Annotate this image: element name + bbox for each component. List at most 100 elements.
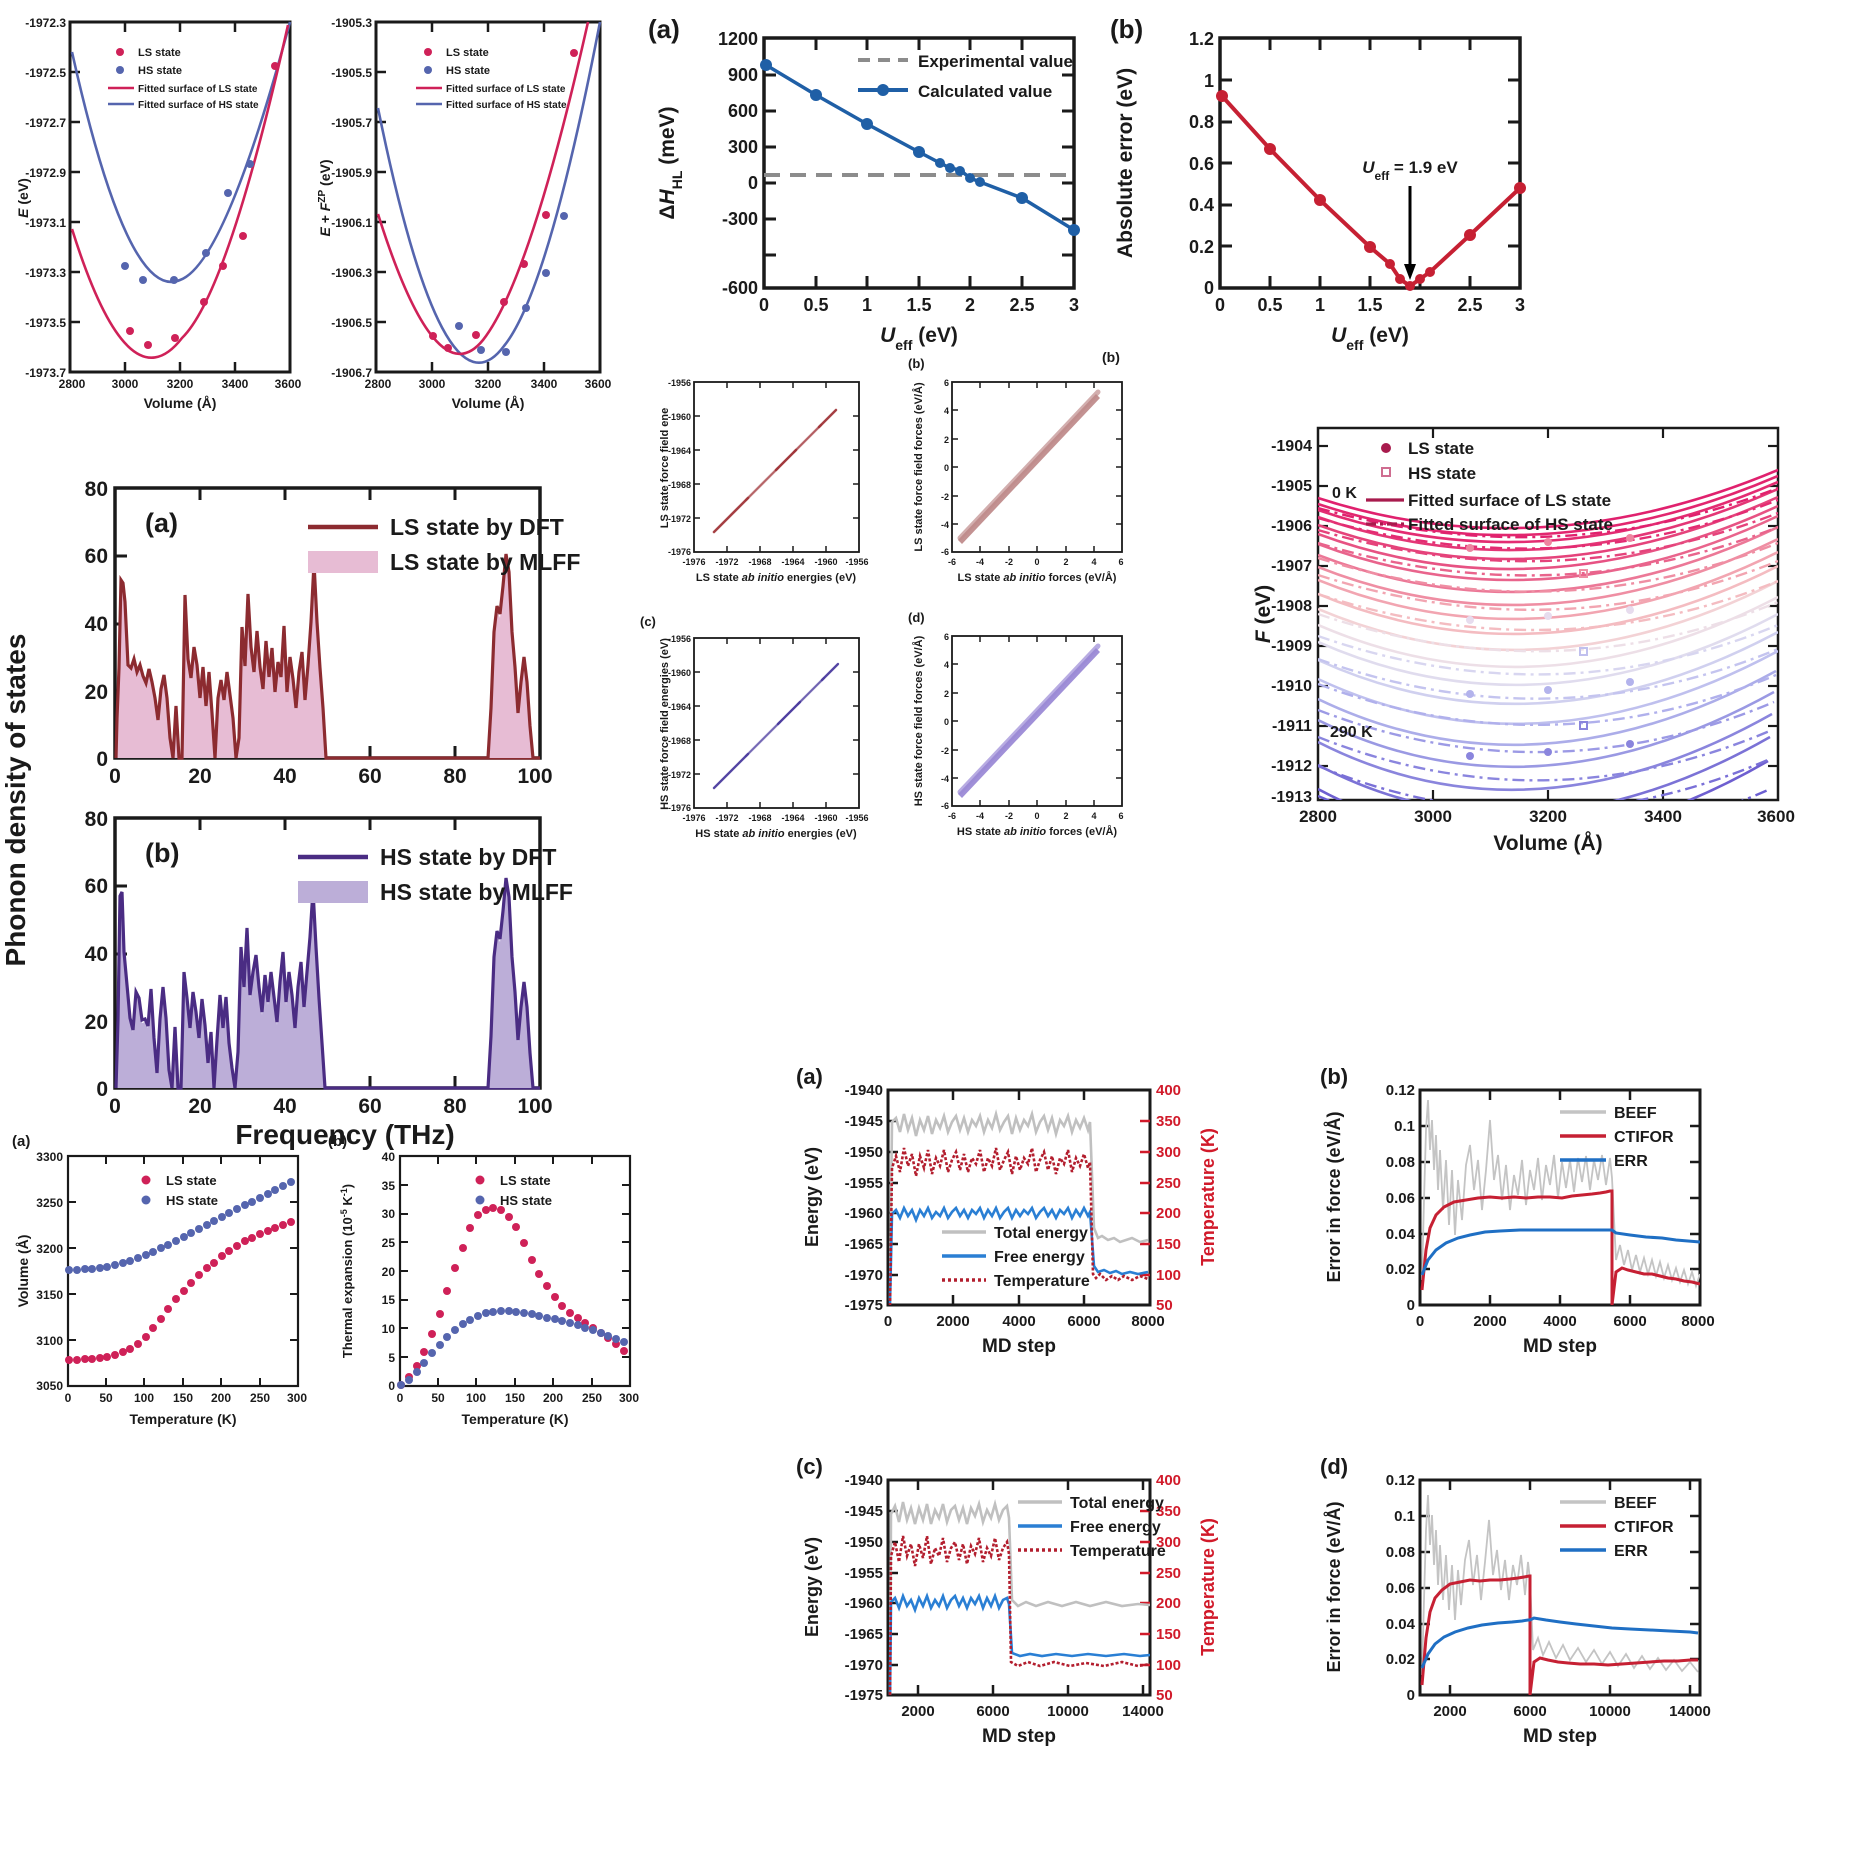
y-tick-labels: 80 60 40 20 0 <box>85 478 108 771</box>
svg-text:-1912: -1912 <box>1271 758 1312 775</box>
svg-text:Experimental value: Experimental value <box>918 52 1073 71</box>
svg-text:8000: 8000 <box>1681 1313 1714 1330</box>
panel-free-energy-surfaces: -1904 -1905 -1906 -1907 -1908 -1909 -191… <box>1160 400 1874 880</box>
panel-label-b: (b) <box>1320 1064 1348 1089</box>
y-axis-label-left: Energy (eV) <box>802 1537 822 1637</box>
svg-text:3150: 3150 <box>36 1288 63 1302</box>
svg-text:HS state: HS state <box>446 65 490 77</box>
svg-text:0: 0 <box>1034 557 1039 567</box>
panel-eos-energy: -1972.3 -1972.5 -1972.7 -1972.9 -1973.1 … <box>10 8 302 428</box>
dos-ls-dft-line <box>114 562 540 760</box>
svg-text:HS state: HS state <box>1408 464 1476 483</box>
svg-text:3300: 3300 <box>36 1150 63 1164</box>
legend: LS state by DFT LS state by MLFF <box>308 514 580 575</box>
legend-marker-ls <box>116 48 124 56</box>
x-axis-label: MD step <box>1523 1336 1597 1357</box>
svg-text:1200: 1200 <box>718 29 758 49</box>
curve-hs-fit <box>376 21 602 365</box>
svg-text:80: 80 <box>85 478 108 501</box>
x-tick-labels: 0 50 100 150 200 250 300 <box>65 1391 308 1405</box>
svg-text:6: 6 <box>944 378 949 388</box>
legend-marker-hs <box>141 1195 151 1205</box>
svg-text:-1976: -1976 <box>682 813 705 823</box>
panel-parity-hs-energies: (c) -1956 -1960 -1964 -1968 -1972 -1976 … <box>636 608 876 868</box>
x-tick-labels: 0 2000 4000 6000 8000 <box>1416 1313 1715 1330</box>
svg-text:2000: 2000 <box>1433 1703 1466 1720</box>
y-axis-label: HS state force field energies (eV) <box>659 638 671 810</box>
y-tick-labels: 6 4 2 0 -2 -4 -6 <box>941 632 949 811</box>
svg-text:200: 200 <box>1156 1595 1181 1612</box>
ticks <box>952 636 1122 806</box>
svg-text:HS state by DFT: HS state by DFT <box>380 844 556 870</box>
beef-trace <box>1421 1494 1699 1676</box>
svg-text:-4: -4 <box>941 520 949 530</box>
total-energy-trace <box>888 1498 1150 1695</box>
ticks-right <box>1140 1119 1150 1277</box>
phonon-dos-shared-ylabel: Phonon density of states <box>0 470 50 1130</box>
svg-text:Temperature: Temperature <box>994 1273 1090 1290</box>
plot-frame <box>693 637 860 809</box>
y-tick-labels-right: 400 350 300 250 200 150 100 50 <box>1156 1082 1181 1314</box>
svg-text:-1965: -1965 <box>845 1626 883 1643</box>
x-tick-labels: 0 0.5 1 1.5 2 2.5 3 <box>1215 295 1525 315</box>
svg-text:0.08: 0.08 <box>1386 1154 1415 1171</box>
svg-text:-1956: -1956 <box>668 378 691 388</box>
y-tick-labels: 40 35 30 25 20 15 10 5 0 <box>382 1150 396 1393</box>
svg-text:-1905.9: -1905.9 <box>331 166 372 180</box>
svg-text:600: 600 <box>728 101 758 121</box>
svg-text:100: 100 <box>466 1391 486 1405</box>
legend-marker-hs <box>116 66 124 74</box>
svg-text:2: 2 <box>944 435 949 445</box>
svg-text:CTIFOR: CTIFOR <box>1614 1519 1674 1536</box>
parity-section-label-b: (b) <box>1096 340 1136 370</box>
x-tick-labels: 2000 6000 10000 14000 <box>1433 1703 1711 1720</box>
svg-text:2000: 2000 <box>901 1703 934 1720</box>
svg-text:-1964: -1964 <box>668 702 691 712</box>
ticks <box>694 638 859 808</box>
svg-text:3100: 3100 <box>36 1334 63 1348</box>
svg-text:2: 2 <box>965 295 975 315</box>
y-axis-label: Error in force (eV/Å) <box>1324 1111 1344 1282</box>
dos-ls-mlff-fill <box>116 568 540 758</box>
y-axis-label: ΔHHL (meV) <box>656 106 685 219</box>
svg-text:0: 0 <box>96 748 108 771</box>
svg-text:1.2: 1.2 <box>1189 29 1214 49</box>
temperature-trace <box>888 1147 1149 1305</box>
legend: Experimental value Calculated value <box>858 52 1073 101</box>
label-290K: 290 K <box>1330 724 1373 741</box>
x-axis-label: MD step <box>982 1726 1056 1747</box>
svg-text:LS state: LS state <box>166 1173 217 1188</box>
svg-text:Temperature: Temperature <box>1070 1543 1166 1560</box>
svg-text:-1968: -1968 <box>748 813 771 823</box>
svg-text:50: 50 <box>99 1391 113 1405</box>
svg-text:3: 3 <box>1515 295 1525 315</box>
legend: LS state HS state <box>141 1173 218 1208</box>
y-tick-labels-left: -1940 -1945 -1950 -1955 -1960 -1965 -197… <box>845 1472 883 1704</box>
svg-text:3200: 3200 <box>1529 807 1567 826</box>
svg-text:0.8: 0.8 <box>1189 112 1214 132</box>
arrow-to-minimum <box>1404 186 1416 280</box>
svg-text:14000: 14000 <box>1669 1703 1711 1720</box>
svg-text:6: 6 <box>944 632 949 642</box>
panel-label-d: (d) <box>1320 1454 1348 1479</box>
svg-text:-1950: -1950 <box>845 1534 883 1551</box>
legend: HS state by DFT HS state by MLFF <box>298 844 573 905</box>
x-tick-labels: -1976 -1972 -1968 -1964 -1960 -1956 <box>682 557 868 567</box>
svg-text:-1960: -1960 <box>668 412 691 422</box>
svg-text:2800: 2800 <box>59 377 86 391</box>
svg-text:20: 20 <box>85 1011 108 1034</box>
svg-text:-1976: -1976 <box>668 803 691 813</box>
svg-text:50: 50 <box>1156 1297 1173 1314</box>
panel-parity-ls-forces: (b) 6 4 2 0 -2 -4 -6 -6 -4 -2 0 2 4 6 LS… <box>890 348 1150 620</box>
x-ticks <box>430 22 546 372</box>
svg-text:3200: 3200 <box>36 1242 63 1256</box>
svg-text:0.06: 0.06 <box>1386 1580 1415 1597</box>
svg-text:-1905: -1905 <box>1271 478 1312 495</box>
svg-text:2800: 2800 <box>365 377 392 391</box>
phonon-dos-shared-xlabel: Frequency (THz) <box>110 1110 580 1160</box>
svg-text:-1905.3: -1905.3 <box>331 16 372 30</box>
svg-text:200: 200 <box>543 1391 563 1405</box>
svg-text:3600: 3600 <box>585 377 612 391</box>
x-tick-labels: -6 -4 -2 0 2 4 6 <box>948 557 1124 567</box>
svg-text:-1906.1: -1906.1 <box>331 216 372 230</box>
